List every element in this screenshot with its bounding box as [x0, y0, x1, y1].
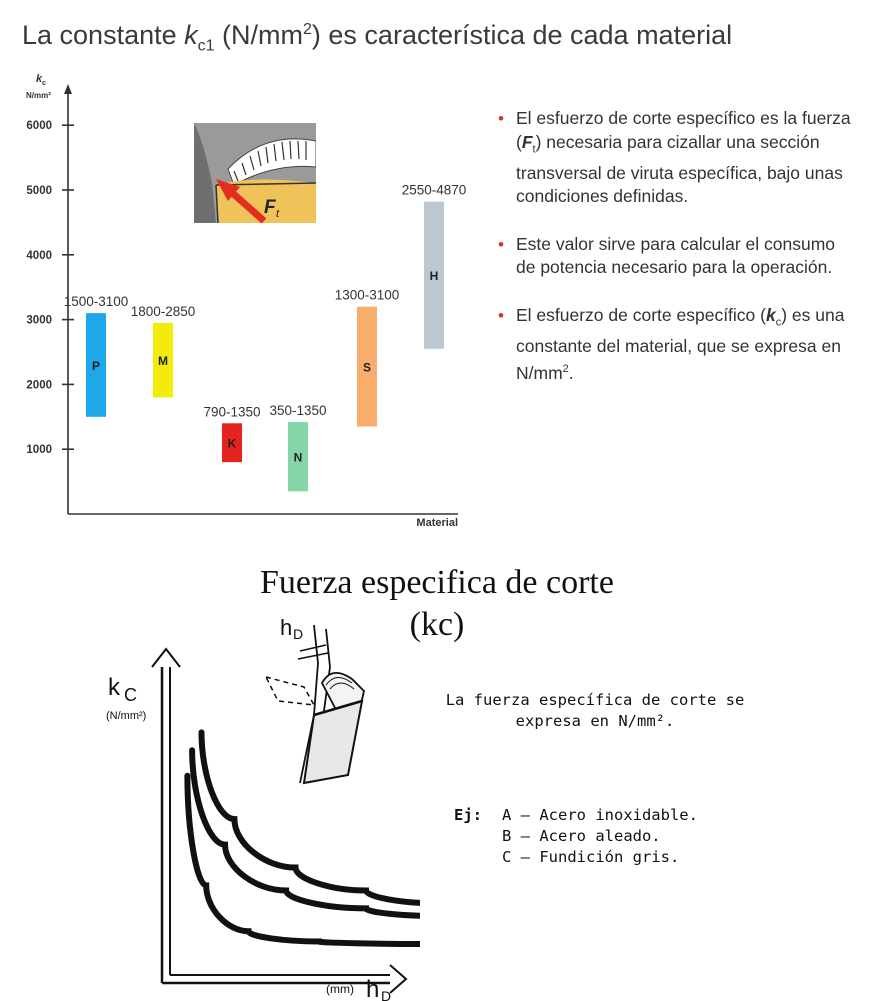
bullet-usage: • Este valor sirve para calcular el cons… [497, 233, 857, 280]
range-label-h: 2550-4870 [402, 183, 467, 198]
range-label-s: 1300-3100 [335, 288, 400, 303]
bullet-text: Este valor sirve para calcular el consum… [516, 233, 836, 278]
range-label-p: 1500-3100 [64, 294, 129, 309]
range-label-k: 790-1350 [203, 404, 260, 419]
bullet-text-end: . [568, 362, 574, 383]
range-bar-h [424, 201, 444, 349]
title-prefix: La constante [22, 20, 185, 50]
y-axis-arrow-icon [64, 84, 72, 94]
title-unit-exponent: 2 [303, 21, 312, 38]
x-axis-label: Material [416, 517, 458, 529]
kc-range-chart: k cN/mm²Material100020003000400050006000 … [26, 73, 467, 529]
bullet-symbol: k [765, 304, 776, 325]
force-arrow-head [216, 179, 240, 201]
range-label-n: 350-1350 [269, 403, 326, 418]
y-tick-label: 4000 [26, 250, 52, 262]
bar-label-k: K [228, 437, 237, 451]
section-title: Fuerza especifica de corte (kc) [0, 562, 874, 646]
y-axis-unit: (N/mm²) [106, 710, 146, 722]
bullet-constant: • El esfuerzo de corte específico (kc) e… [497, 304, 857, 386]
range-bar-n [288, 421, 308, 492]
bullet-symbol: F [521, 131, 533, 152]
bar-label-s: S [363, 361, 371, 375]
bullet-definition: • El esfuerzo de corte específico es la … [497, 107, 857, 209]
note-text: La fuerza específica de corte se expresa… [445, 691, 745, 730]
y-axis-label-subscript: c [42, 80, 46, 87]
y-tick-label: 3000 [26, 315, 52, 327]
example-item-a: A – Acero inoxidable. [502, 806, 698, 824]
force-label: F [264, 197, 277, 218]
cutting-tool-illustration: F t [194, 123, 316, 223]
bar-label-n: N [294, 451, 303, 465]
examples-list: Ej: A – Acero inoxidable. B – Acero alea… [454, 805, 698, 868]
bar-label-p: P [92, 359, 100, 373]
y-axis-arrow-icon [151, 647, 181, 668]
y-axis-label-subscript: C [124, 685, 137, 705]
bullet-text: El esfuerzo de corte específico es la fu… [516, 108, 851, 152]
title-kc-subscript: c1 [197, 37, 215, 55]
range-bar-p [86, 313, 106, 417]
title-suffix: ) es característica de cada material [311, 20, 733, 50]
bullet-unit-exponent: 2 [562, 363, 569, 375]
y-tick-label: 5000 [26, 185, 52, 197]
force-label-subscript: t [276, 208, 280, 220]
diagram-label: h [280, 615, 292, 640]
curve-c [184, 772, 420, 948]
y-axis-label: k [108, 674, 121, 701]
x-axis-label: h [366, 976, 379, 1001]
x-axis-arrow-icon [389, 964, 408, 994]
range-bar-s [357, 306, 377, 427]
force-arrow-shaft [225, 186, 267, 223]
title-unit: (N/mm [214, 20, 304, 50]
x-axis-label-subscript: D [381, 988, 391, 1001]
y-tick-label: 1000 [26, 444, 52, 456]
title-kc: k [184, 20, 198, 50]
bullet-text-continued: ) es una constante del material, que se … [516, 304, 845, 383]
curve-b [189, 747, 420, 919]
bullet-dot-icon: • [498, 234, 504, 254]
bar-label-m: M [158, 354, 168, 368]
range-bar-m [153, 322, 173, 398]
range-bar-k [222, 423, 242, 463]
explanation-list: • El esfuerzo de corte específico es la … [497, 107, 857, 409]
bullet-dot-icon: • [498, 109, 504, 128]
y-axis-unit: N/mm² [26, 91, 51, 100]
curve-a [198, 729, 420, 906]
bullet-text-continued: ) necesaria para cizallar una sección tr… [516, 131, 843, 207]
bar-label-h: H [430, 269, 439, 283]
example-item-c: C – Fundición gris. [502, 848, 680, 866]
y-tick-label: 6000 [26, 120, 52, 132]
example-item-b: B – Acero aleado. [502, 827, 661, 845]
range-label-m: 1800-2850 [131, 304, 196, 319]
y-tick-label: 2000 [26, 379, 52, 391]
kc-curves-chart: ABC k C (N/mm²) (mm) h D h D [106, 615, 420, 1001]
y-axis-label: k [36, 73, 43, 85]
bullet-symbol-subscript: t [532, 143, 536, 155]
chip-thickness-diagram: h D [264, 615, 365, 785]
section-title-line2: (kc) [409, 606, 465, 643]
section-title-line1: Fuerza especifica de corte [260, 564, 614, 601]
cutting-tool-inset: F t [194, 123, 316, 223]
x-axis-unit: (mm) [326, 982, 354, 996]
examples-label: Ej: [454, 806, 482, 824]
page-title: La constante kc1 (N/mm2) es característi… [22, 20, 732, 55]
bullet-dot-icon: • [498, 305, 504, 325]
bullet-symbol-subscript: c [775, 316, 782, 328]
diagram-label-subscript: D [293, 626, 303, 642]
bullet-text: El esfuerzo de corte específico ( [516, 304, 766, 325]
